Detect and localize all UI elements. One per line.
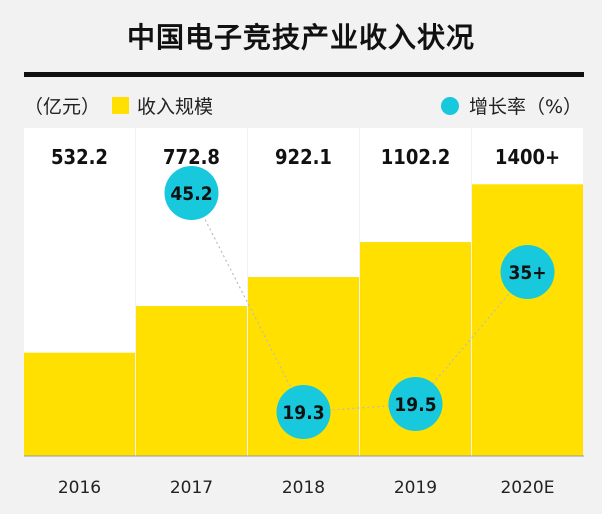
bar-value-label-2017: 772.8 (163, 145, 220, 169)
legend-bar-label: 收入规模 (137, 96, 214, 118)
x-tick-label-2018: 2018 (282, 478, 325, 498)
legend-bar-swatch (112, 97, 130, 114)
growth-bubble-2020E (500, 245, 555, 299)
growth-rate-label-2019: 19.5 (394, 394, 436, 416)
growth-bubble-2017 (164, 166, 219, 220)
growth-rate-label-2018: 19.3 (282, 402, 324, 424)
x-tick-label-2019: 2019 (394, 478, 437, 498)
bar-value-label-2020E: 1400+ (495, 145, 560, 169)
x-tick-label-2017: 2017 (170, 478, 213, 498)
growth-bubble-2018 (276, 385, 331, 439)
bar-value-label-2018: 922.1 (275, 145, 332, 169)
chart-title: 中国电子竞技产业收入状况 (126, 21, 475, 54)
x-tick-label-2016: 2016 (58, 478, 101, 498)
x-tick-label-2020E: 2020E (500, 478, 554, 498)
growth-rate-label-2020E: 35+ (508, 262, 546, 284)
legend-rate: 增长率（%） (440, 92, 582, 119)
bar-2017 (136, 306, 247, 456)
growth-bubble-2019 (388, 377, 443, 431)
bar-value-label-2019: 1102.2 (381, 145, 450, 169)
growth-rate-label-2017: 45.2 (170, 183, 212, 205)
bar-2016 (24, 352, 135, 456)
legend-rate-label: 增长率（%） (468, 96, 582, 118)
title-divider (24, 72, 584, 77)
legend-bar: （亿元） 收入规模 (24, 92, 213, 119)
unit-label: （亿元） (24, 96, 101, 118)
bar-2020E (472, 184, 583, 456)
bar-value-label-2016: 532.2 (51, 145, 108, 169)
legend-rate-dot (440, 96, 459, 115)
